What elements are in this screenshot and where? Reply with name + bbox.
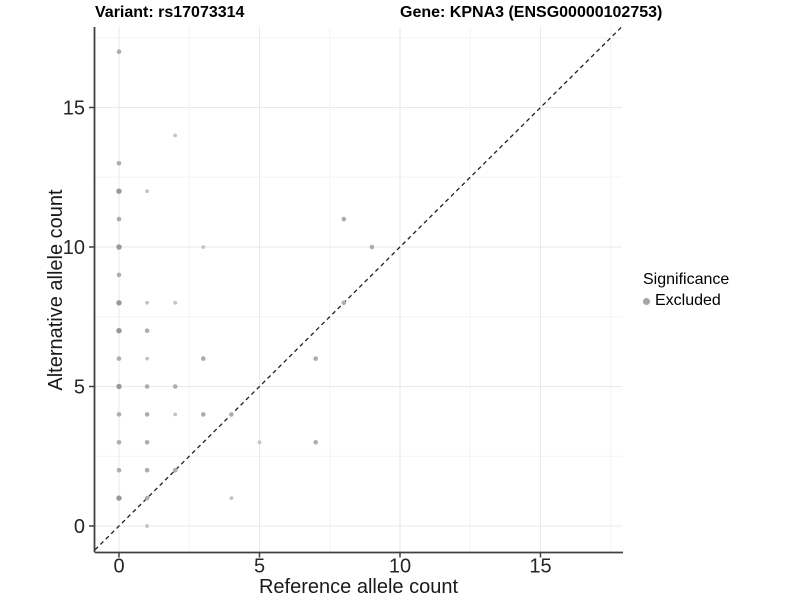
data-point	[201, 356, 206, 361]
x-tick-label: 10	[389, 556, 411, 578]
x-axis-title: Reference allele count	[258, 576, 458, 598]
data-point	[116, 216, 122, 222]
data-point	[201, 245, 206, 249]
data-point	[172, 384, 178, 389]
data-point	[116, 328, 122, 334]
data-point	[229, 496, 234, 500]
data-point	[116, 244, 122, 250]
data-point	[144, 495, 150, 501]
data-point	[145, 189, 150, 194]
data-point	[144, 328, 150, 334]
data-point	[144, 412, 150, 417]
data-point	[116, 272, 122, 278]
data-point	[144, 467, 150, 473]
identity-line	[94, 26, 623, 551]
legend-title: Significance	[643, 271, 730, 288]
data-point	[116, 383, 122, 390]
data-point	[116, 467, 122, 473]
plot-title-gene: Gene: KPNA3 (ENSG00000102753)	[400, 4, 663, 21]
data-point	[116, 495, 122, 501]
data-point	[201, 412, 206, 417]
y-tick-label: 15	[63, 98, 85, 120]
x-tick-label: 5	[254, 556, 265, 578]
data-point	[116, 49, 122, 54]
x-tick-label: 15	[529, 556, 551, 578]
data-point	[145, 356, 150, 361]
data-point	[173, 412, 178, 417]
data-point	[116, 188, 122, 194]
data-point	[145, 524, 150, 528]
data-point	[116, 440, 122, 445]
y-axis-title: Alternative allele count	[45, 189, 67, 391]
data-point	[341, 216, 347, 222]
data-point	[116, 356, 122, 361]
data-point	[172, 467, 178, 473]
data-point	[369, 244, 375, 250]
data-point	[229, 412, 234, 417]
data-point	[313, 356, 319, 361]
x-tick-label: 0	[113, 556, 124, 578]
data-point	[116, 300, 122, 306]
legend-item-label: Excluded	[655, 292, 721, 309]
plot-title-variant: Variant: rs17073314	[95, 4, 245, 21]
data-point	[313, 440, 319, 445]
data-point	[144, 384, 150, 389]
data-point	[116, 161, 122, 166]
data-point	[144, 440, 150, 445]
data-point	[145, 300, 150, 305]
legend-point-icon	[643, 297, 650, 305]
legend: Significance Excluded	[643, 270, 729, 310]
y-tick-label: 0	[74, 516, 85, 538]
y-tick-label: 5	[74, 377, 85, 399]
data-point	[116, 412, 122, 417]
data-point	[341, 300, 347, 306]
data-point	[173, 300, 178, 305]
y-tick-label: 10	[63, 237, 85, 259]
data-point	[257, 440, 262, 445]
legend-item-excluded: Excluded	[643, 292, 729, 310]
data-point	[173, 133, 178, 138]
